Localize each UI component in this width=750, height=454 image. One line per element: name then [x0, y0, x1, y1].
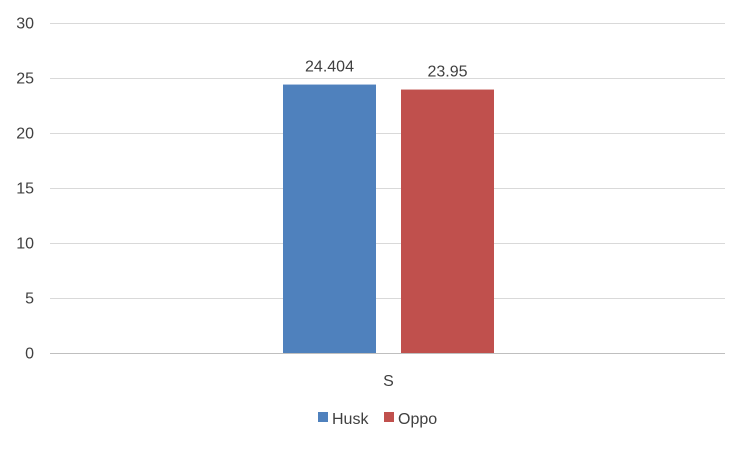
legend-swatch: [384, 412, 394, 422]
legend: Husk Oppo: [318, 411, 437, 428]
y-tick-label: 0: [25, 346, 34, 363]
x-category-label: S: [383, 373, 394, 390]
data-labels: 24.404 23.95: [305, 59, 468, 81]
bars: [283, 84, 494, 354]
bar-husk: [283, 84, 376, 353]
y-tick-label: 5: [25, 291, 34, 308]
legend-label: Husk: [332, 411, 369, 428]
y-tick-label: 10: [16, 236, 34, 253]
y-tick-label: 25: [16, 71, 34, 88]
legend-item-oppo: Oppo: [384, 411, 437, 428]
bar-oppo: [401, 89, 494, 354]
y-tick-label: 30: [16, 16, 34, 33]
y-axis-ticks: 0 5 10 15 20 25 30: [16, 16, 34, 363]
data-label-oppo: 23.95: [427, 64, 467, 81]
legend-item-husk: Husk: [318, 411, 369, 428]
data-label-husk: 24.404: [305, 59, 354, 76]
legend-swatch: [318, 412, 328, 422]
x-axis-categories: S: [383, 373, 394, 390]
y-tick-label: 15: [16, 181, 34, 198]
y-tick-label: 20: [16, 126, 34, 143]
legend-label: Oppo: [398, 411, 437, 428]
gridlines: [50, 23, 725, 354]
